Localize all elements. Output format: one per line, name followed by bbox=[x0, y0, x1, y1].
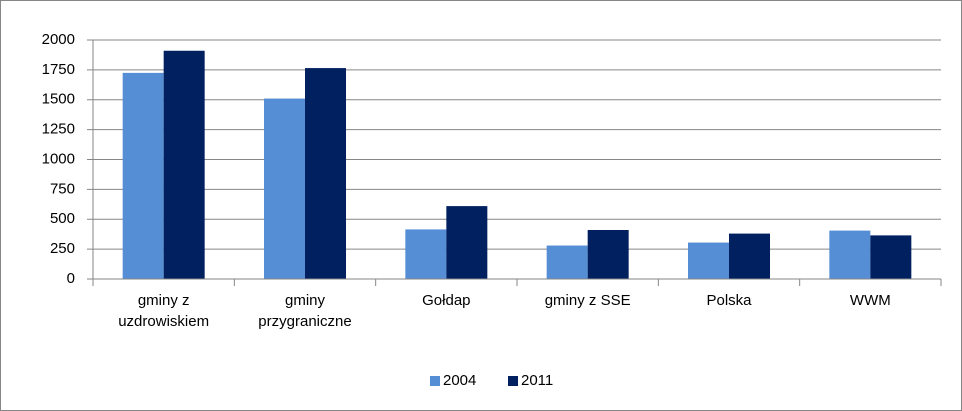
bar bbox=[729, 233, 770, 279]
y-tick-label: 1250 bbox=[42, 121, 75, 138]
x-tick-label: gminy z SSE bbox=[544, 292, 631, 309]
bar bbox=[587, 230, 629, 279]
y-tick-label: 500 bbox=[50, 210, 75, 227]
bar bbox=[122, 72, 164, 279]
bar bbox=[870, 235, 912, 279]
legend-swatch bbox=[508, 376, 518, 386]
y-tick-label: 1750 bbox=[42, 61, 75, 78]
bar bbox=[264, 98, 305, 280]
x-tick-label: gminy przygraniczne bbox=[258, 292, 352, 330]
bar bbox=[546, 245, 588, 279]
bar bbox=[446, 206, 488, 279]
x-tick-label: Gołdap bbox=[422, 292, 471, 309]
y-tick-label: 0 bbox=[67, 270, 75, 287]
y-tick-label: 750 bbox=[50, 180, 75, 197]
legend-label: 2011 bbox=[521, 372, 553, 389]
y-tick-label: 2000 bbox=[42, 31, 75, 48]
x-tick-label: WWM bbox=[849, 292, 891, 309]
legend-label: 2004 bbox=[443, 372, 476, 389]
x-tick-label: Polska bbox=[706, 292, 752, 309]
bar bbox=[305, 68, 346, 280]
bar bbox=[829, 230, 871, 279]
y-tick-label: 1500 bbox=[42, 91, 75, 108]
bar bbox=[688, 242, 729, 279]
bar bbox=[405, 229, 447, 279]
legend-swatch bbox=[430, 376, 440, 386]
y-tick-label: 1000 bbox=[42, 150, 75, 167]
y-tick-label: 250 bbox=[50, 240, 75, 257]
x-tick-label: gminy z uzdrowiskiem bbox=[118, 292, 210, 330]
bar bbox=[163, 50, 205, 279]
